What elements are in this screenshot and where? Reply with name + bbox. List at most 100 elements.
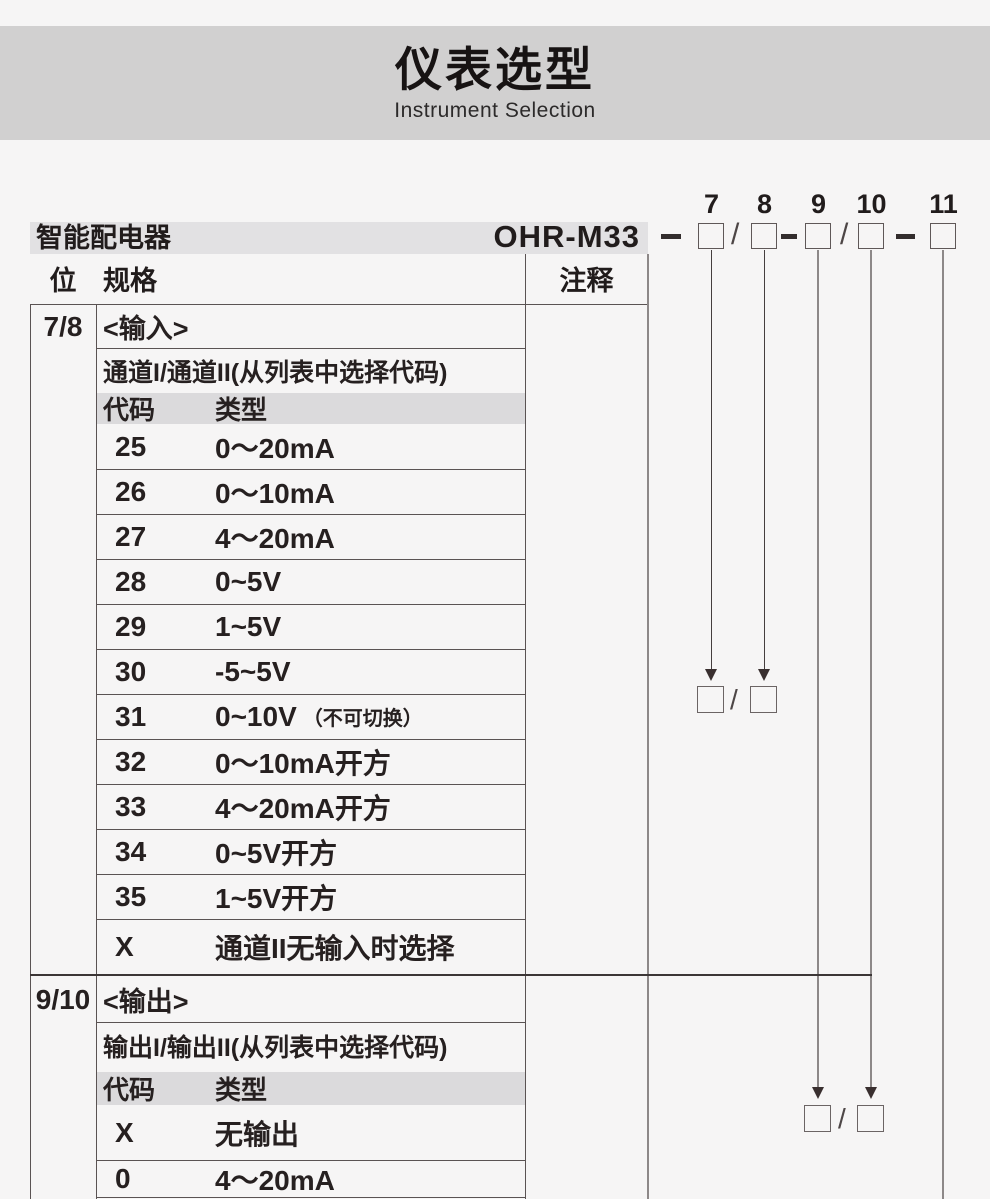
answer-box-7	[697, 686, 724, 713]
table-row: X 通道II无输入时选择	[96, 919, 525, 974]
type-header: 类型	[215, 395, 268, 425]
row-code: X	[115, 1117, 134, 1148]
row-code: 34	[115, 835, 147, 867]
code-header-band	[97, 1072, 525, 1105]
grid-line-h	[96, 694, 525, 695]
grid-line-h	[96, 874, 525, 875]
row-type: 4～20mA	[215, 522, 335, 554]
table-row: 30 -5~5V	[96, 649, 525, 694]
table-row: 28 0~5V	[96, 559, 525, 604]
grid-line-h	[30, 304, 648, 305]
digit-label-8: 8	[756, 189, 773, 219]
leader-line-7	[711, 250, 712, 670]
grid-line-v	[525, 254, 526, 1199]
dash-separator	[781, 234, 797, 239]
slash-separator: /	[730, 684, 738, 715]
position-cell: 7/8	[43, 310, 83, 342]
grid-line-v	[30, 304, 31, 1199]
code-box-8	[751, 223, 777, 249]
position-cell: 9/10	[35, 983, 91, 1015]
row-type: 0～20mA	[215, 432, 335, 464]
leader-line-11	[942, 250, 944, 1199]
row-type: 0~5V开方	[215, 837, 338, 869]
column-header-spec: 规格	[103, 266, 157, 296]
code-box-10	[858, 223, 884, 249]
leader-line-10	[870, 250, 872, 1087]
row-code: 27	[115, 520, 147, 552]
digit-label-9: 9	[810, 189, 827, 219]
grid-line-h	[96, 348, 525, 349]
dash-separator	[661, 234, 681, 239]
model-code: OHR-M33	[493, 219, 640, 254]
slash-separator: /	[838, 1103, 846, 1134]
arrow-down-icon	[812, 1087, 824, 1099]
table-row: 27 4～20mA	[96, 514, 525, 559]
output-section-heading: <输出>	[103, 987, 189, 1017]
slash-separator: /	[840, 218, 849, 251]
grid-line-h	[96, 1022, 525, 1023]
row-code: 35	[115, 880, 147, 912]
grid-line-h	[96, 649, 525, 650]
code-header: 代码	[103, 395, 156, 425]
row-type: 1~5V	[215, 610, 282, 642]
answer-box-8	[750, 686, 777, 713]
row-type: 通道II无输入时选择	[215, 932, 455, 964]
section-divider-line	[30, 974, 872, 976]
page-subtitle: Instrument Selection	[394, 99, 596, 122]
grid-line-h	[96, 739, 525, 740]
row-code: 32	[115, 745, 147, 777]
row-code: 29	[115, 610, 147, 642]
input-section-subheading: 通道I/通道II(从列表中选择代码)	[103, 359, 448, 387]
row-type: -5~5V	[215, 655, 291, 687]
grid-line-h	[96, 559, 525, 560]
table-row: 25 0～20mA	[96, 424, 525, 469]
code-header-band	[97, 393, 525, 424]
table-row: 35 1~5V开方	[96, 874, 525, 919]
row-type: 0~10V （不可切换）	[215, 694, 423, 739]
code-box-7	[698, 223, 724, 249]
grid-line-h	[96, 829, 525, 830]
digit-label-10: 10	[856, 189, 887, 219]
leader-line-8	[764, 250, 765, 670]
leader-line-9	[817, 250, 819, 1087]
row-type-value: 0~10V	[215, 700, 297, 732]
output-section-subheading: 输出I/输出II(从列表中选择代码)	[103, 1034, 448, 1062]
row-code: 26	[115, 475, 147, 507]
type-header: 类型	[215, 1075, 268, 1105]
table-row: 32 0～10mA开方	[96, 739, 525, 784]
row-type: 0~5V	[215, 565, 282, 597]
slash-separator: /	[731, 218, 740, 251]
product-name: 智能配电器	[36, 223, 171, 253]
answer-box-10	[857, 1105, 884, 1132]
code-box-9	[805, 223, 831, 249]
row-code: 33	[115, 790, 147, 822]
row-type: 0～10mA	[215, 477, 335, 509]
table-row: 29 1~5V	[96, 604, 525, 649]
model-header-band	[30, 222, 648, 254]
row-code: 25	[115, 430, 147, 462]
digit-label-11: 11	[929, 189, 958, 219]
arrow-down-icon	[865, 1087, 877, 1099]
table-row: 0 4～20mA	[96, 1160, 525, 1198]
table-row: 26 0～10mA	[96, 469, 525, 514]
grid-line-h	[96, 919, 525, 920]
answer-box-9	[804, 1105, 831, 1132]
dash-separator	[896, 234, 915, 239]
row-code: 31	[115, 700, 147, 732]
table-row: 33 4～20mA开方	[96, 784, 525, 829]
code-box-11	[930, 223, 956, 249]
grid-line-v	[96, 304, 97, 1199]
grid-line-h	[96, 784, 525, 785]
column-header-note: 注释	[559, 266, 614, 296]
table-row: 31 0~10V （不可切换）	[96, 694, 525, 739]
row-type: 无输出	[215, 1119, 300, 1150]
row-type: 4～20mA开方	[215, 792, 391, 824]
row-type: 0～10mA开方	[215, 747, 391, 779]
grid-line-h	[96, 469, 525, 470]
row-type: 1~5V开方	[215, 882, 338, 914]
column-header-pos: 位	[49, 266, 77, 296]
arrow-down-icon	[705, 669, 717, 681]
row-code: 0	[115, 1163, 131, 1194]
row-code: 28	[115, 565, 147, 597]
